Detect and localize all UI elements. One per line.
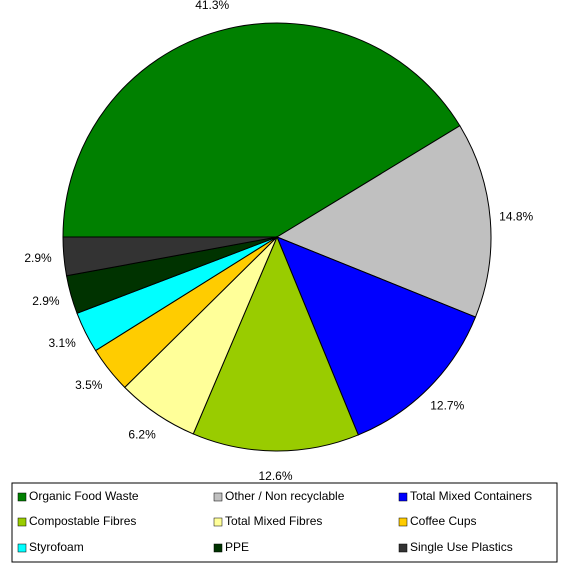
data-label: 6.2% <box>128 428 156 442</box>
legend-swatch <box>213 517 223 527</box>
pie-slice <box>275 125 492 318</box>
legend-label: Total Mixed Containers <box>410 489 532 503</box>
legend-label: Styrofoam <box>29 540 84 554</box>
legend-label: Compostable Fibres <box>29 514 136 528</box>
legend-box <box>11 482 558 563</box>
legend-label: Organic Food Waste <box>29 489 139 503</box>
legend-label: Other / Non recyclable <box>225 489 345 503</box>
legend-swatch <box>17 543 27 553</box>
pie-slice <box>62 22 461 238</box>
data-label: 14.8% <box>499 210 533 224</box>
pie-slice <box>62 236 278 277</box>
data-label: 3.1% <box>48 336 76 350</box>
data-label: 2.9% <box>32 294 60 308</box>
legend-swatch <box>213 492 223 502</box>
legend-swatch <box>17 492 27 502</box>
data-label: 2.9% <box>24 251 52 265</box>
pie-slice <box>276 236 477 436</box>
legend-label: PPE <box>225 540 249 554</box>
legend-swatch <box>398 543 408 553</box>
legend-swatch <box>398 517 408 527</box>
legend-swatch <box>17 517 27 527</box>
legend-label: Single Use Plastics <box>410 540 513 554</box>
pie-slice <box>192 235 359 452</box>
legend-swatch <box>213 543 223 553</box>
legend-label: Coffee Cups <box>410 514 477 528</box>
legend-label: Total Mixed Fibres <box>225 514 322 528</box>
legend-swatch <box>398 492 408 502</box>
data-label: 12.6% <box>258 469 292 483</box>
data-label: 12.7% <box>430 398 464 412</box>
data-label: 41.3% <box>195 0 229 12</box>
data-label: 3.5% <box>75 378 103 392</box>
